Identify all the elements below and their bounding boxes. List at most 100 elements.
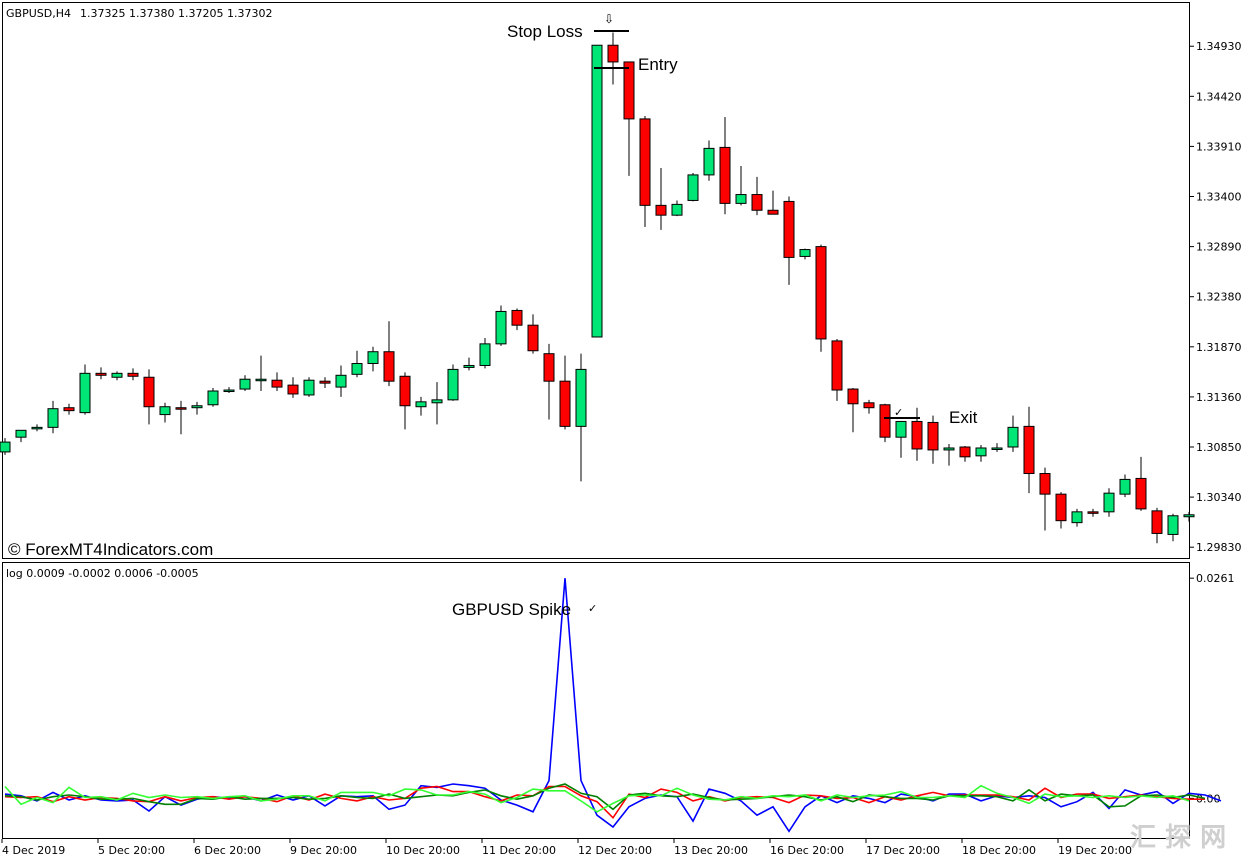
candle — [639, 115, 651, 227]
candle-body — [783, 200, 795, 258]
ohlc-header: 1.37325 1.37380 1.37205 1.37302 — [80, 7, 272, 20]
candle — [63, 403, 75, 415]
candle-body — [1055, 493, 1067, 522]
candle — [47, 400, 59, 434]
candle — [591, 44, 603, 338]
candle-body — [703, 147, 715, 176]
candle — [671, 200, 683, 217]
candle-body — [495, 310, 507, 345]
candle-body — [927, 421, 939, 451]
candle-body — [847, 388, 859, 405]
time-axis: 4 Dec 2019 5 Dec 20:00 6 Dec 20:00 9 Dec 20… — [1, 839, 1132, 857]
candle-body — [815, 246, 827, 340]
candle-body — [319, 380, 331, 384]
candle-body — [447, 368, 459, 401]
candle-body — [1183, 514, 1195, 518]
candle — [79, 364, 91, 415]
exit-label: Exit — [949, 408, 978, 427]
candle — [623, 61, 635, 176]
candle — [175, 400, 187, 435]
candle — [367, 346, 379, 372]
exit-check-icon: ✓ — [894, 406, 903, 419]
candle-body — [687, 174, 699, 201]
spike-check-icon: ✓ — [588, 602, 597, 615]
candle-body — [1103, 492, 1115, 513]
candle-body — [1071, 511, 1083, 524]
candle — [1023, 406, 1035, 494]
time-tick-label: 17 Dec 20:00 — [866, 844, 940, 857]
indicator-tick-label: 0.0261 — [1196, 572, 1235, 585]
candle-body — [559, 380, 571, 427]
candle-body — [911, 420, 923, 450]
candle — [495, 305, 507, 346]
candle-body — [63, 407, 75, 412]
candle-body — [735, 194, 747, 204]
candle — [1151, 507, 1163, 544]
price-axis: 1.34930 1.34420 1.33910 1.33400 1.32890 1.323… — [1189, 40, 1242, 554]
candle — [879, 403, 891, 443]
candle — [719, 116, 731, 215]
candle — [1119, 474, 1131, 498]
candle-body — [943, 447, 955, 451]
candle-body — [463, 364, 475, 368]
candle-body — [335, 374, 347, 388]
price-tick-label: 1.31870 — [1196, 341, 1242, 354]
time-tick-label: 19 Dec 20:00 — [1058, 844, 1132, 857]
candle — [543, 343, 555, 420]
candle — [655, 168, 667, 230]
candle — [127, 368, 139, 381]
time-tick-label: 13 Dec 20:00 — [674, 844, 748, 857]
candle — [735, 166, 747, 206]
indicator-series-line-3 — [4, 784, 1190, 813]
candle — [383, 321, 395, 387]
time-tick-label: 5 Dec 20:00 — [98, 844, 165, 857]
candle-body — [591, 44, 603, 338]
candle — [927, 415, 939, 464]
candle-body — [271, 379, 283, 388]
price-tick-label: 1.32890 — [1196, 241, 1242, 254]
candle-body — [223, 389, 235, 393]
candle — [351, 350, 363, 378]
candle — [1103, 488, 1115, 517]
candle — [399, 372, 411, 430]
candle — [159, 402, 171, 423]
candle — [447, 364, 459, 401]
candle — [95, 367, 107, 380]
candle-body — [367, 351, 379, 365]
candle — [479, 337, 491, 369]
candle — [1183, 511, 1195, 522]
price-tick-label: 1.30850 — [1196, 441, 1242, 454]
candle-body — [623, 61, 635, 120]
candle-body — [47, 408, 59, 428]
candle — [1135, 456, 1147, 511]
candle — [1007, 415, 1019, 452]
candle-body — [303, 379, 315, 396]
candle-body — [671, 203, 683, 216]
candle-body — [1023, 425, 1035, 475]
candle — [335, 365, 347, 397]
candle — [527, 314, 539, 354]
spike-label: GBPUSD Spike — [452, 600, 571, 619]
candle-body — [991, 447, 1003, 450]
candle — [815, 244, 827, 352]
price-tick-label: 1.30340 — [1196, 491, 1242, 504]
candle — [111, 371, 123, 381]
candle-body — [863, 402, 875, 409]
candle-body — [1087, 511, 1099, 514]
candle — [239, 375, 251, 392]
candle-body — [527, 324, 539, 352]
indicator-tick-label: 0.00 — [1196, 792, 1221, 805]
candle-body — [719, 146, 731, 204]
candle — [847, 388, 859, 433]
candle — [975, 445, 987, 462]
candle-body — [479, 343, 491, 366]
candle-body — [751, 194, 763, 211]
candlestick-series — [0, 32, 1195, 544]
candle — [751, 176, 763, 216]
candle — [143, 369, 155, 425]
candle — [575, 353, 587, 482]
candle — [1087, 508, 1099, 517]
candle-body — [191, 405, 203, 409]
candle-body — [1039, 473, 1051, 495]
candle — [831, 338, 843, 401]
